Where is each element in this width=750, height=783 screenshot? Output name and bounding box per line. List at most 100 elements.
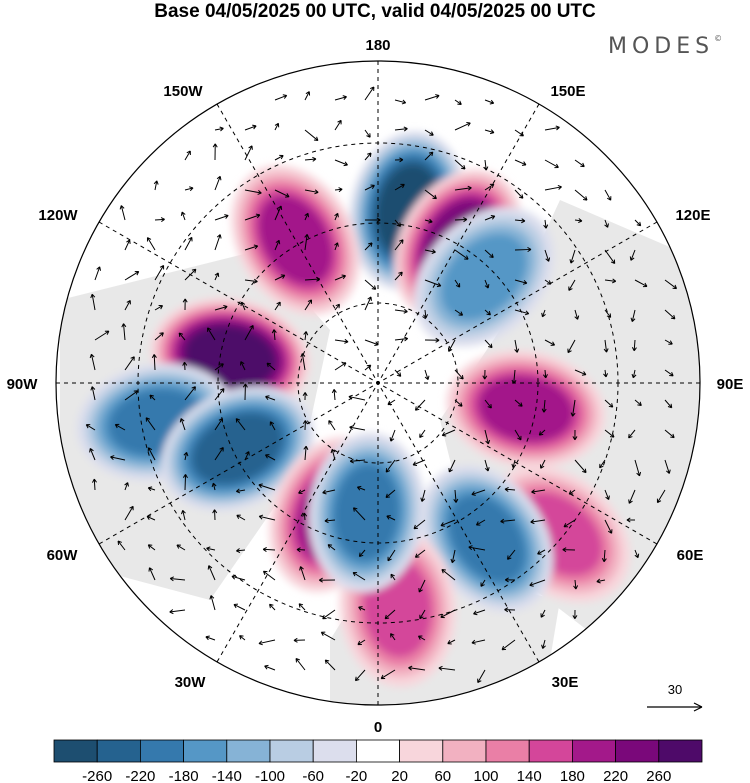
wind-arrow xyxy=(239,635,246,641)
wind-arrow xyxy=(386,515,396,521)
wind-arrow xyxy=(364,296,372,311)
wind-arrow xyxy=(364,217,381,223)
wind-arrow xyxy=(568,279,576,291)
wind-arrow xyxy=(154,305,164,311)
wind-arrow xyxy=(514,429,522,441)
wind-arrow xyxy=(484,249,494,259)
brand-logo: MODES© xyxy=(608,34,722,59)
wind-arrow xyxy=(295,657,306,671)
wind-arrow xyxy=(211,482,217,491)
wind-arrow xyxy=(299,566,306,581)
wind-arrow xyxy=(154,217,165,223)
wind-arrow xyxy=(89,448,96,461)
wind-arrow xyxy=(500,518,516,524)
wind-arrow xyxy=(94,266,102,281)
wind-arrow xyxy=(85,424,96,431)
wind-arrow xyxy=(540,609,546,618)
wind-arrow xyxy=(574,459,587,474)
colorbar-tick-label: 180 xyxy=(560,768,585,783)
wind-arrow xyxy=(124,239,131,251)
wind-arrow xyxy=(454,249,469,260)
wind-arrow xyxy=(334,95,347,101)
wind-arrow xyxy=(354,669,366,682)
reference-vector: 30 xyxy=(647,682,703,712)
wind-arrow xyxy=(531,489,546,495)
wind-arrow xyxy=(258,514,276,521)
wind-arrow xyxy=(541,639,546,649)
colorbar-swatch xyxy=(658,739,703,763)
wind-arrow xyxy=(468,545,486,551)
wind-arrow xyxy=(572,429,578,441)
wind-arrow xyxy=(334,119,342,131)
wind-arrow xyxy=(424,129,434,136)
wind-arrow xyxy=(334,187,343,193)
wind-arrow xyxy=(274,94,288,101)
wind-arrow xyxy=(212,143,218,161)
colorbar-tick-label: 220 xyxy=(603,768,628,783)
wind-arrow xyxy=(262,570,276,581)
colorbar-swatch xyxy=(96,739,141,763)
colorbar-swatch xyxy=(485,739,530,763)
wind-arrow xyxy=(117,540,126,551)
wind-arrow xyxy=(514,339,520,353)
wind-arrow xyxy=(180,211,186,221)
wind-arrow xyxy=(544,184,562,191)
wind-arrow xyxy=(629,249,636,261)
colorbar-tick-label: -140 xyxy=(212,768,242,783)
wind-arrow xyxy=(454,122,471,131)
wind-arrow xyxy=(424,189,437,200)
wind-arrow xyxy=(244,278,258,284)
wind-arrow xyxy=(542,369,548,379)
wind-arrow xyxy=(214,272,220,281)
wind-arrow xyxy=(530,519,546,525)
wind-arrow xyxy=(544,159,559,169)
wind-arrow xyxy=(274,274,286,281)
wind-arrow xyxy=(634,399,642,407)
wind-arrow xyxy=(124,299,131,311)
wind-arrow xyxy=(262,547,276,552)
wind-arrow xyxy=(424,94,440,101)
wind-arrow xyxy=(302,512,308,521)
reference-arrow-head xyxy=(693,702,703,712)
wind-arrow xyxy=(184,236,193,251)
wind-arrow xyxy=(324,518,336,524)
wind-arrow xyxy=(626,517,636,523)
lon-label-90e: 90E xyxy=(717,376,744,393)
wind-arrow xyxy=(473,609,486,616)
wind-arrow xyxy=(544,249,551,262)
colorbar-tick-label: 140 xyxy=(517,768,542,783)
wind-arrow xyxy=(447,639,456,645)
wind-arrow xyxy=(334,274,346,281)
wind-arrow xyxy=(264,664,276,671)
wind-arrow xyxy=(504,486,516,492)
wind-arrow xyxy=(628,429,636,439)
wind-arrow xyxy=(394,271,403,281)
wind-arrow xyxy=(514,159,527,166)
wind-arrow xyxy=(634,549,640,559)
wind-arrow xyxy=(124,482,129,491)
wind-arrow xyxy=(603,339,609,353)
wind-arrow xyxy=(183,451,189,461)
wind-arrow xyxy=(394,369,402,377)
wind-arrow xyxy=(327,544,336,551)
wind-arrow xyxy=(385,459,396,473)
anomaly-field xyxy=(76,131,630,687)
wind-arrow xyxy=(603,369,609,378)
wind-arrow xyxy=(258,483,276,491)
wind-arrow xyxy=(94,330,110,341)
wind-arrow xyxy=(419,609,426,620)
wind-arrow xyxy=(146,237,156,251)
wind-arrow xyxy=(244,451,250,461)
wind-arrow xyxy=(604,489,610,500)
wind-arrow xyxy=(572,609,578,620)
lon-label-60e: 60E xyxy=(677,547,704,564)
wind-arrow xyxy=(574,309,580,320)
wind-arrow xyxy=(390,573,396,581)
wind-arrow xyxy=(417,635,426,641)
copyright-mark: © xyxy=(714,34,723,43)
lon-label-30w: 30W xyxy=(175,674,207,691)
wind-arrow xyxy=(356,485,366,491)
wind-arrow xyxy=(269,421,276,431)
wind-arrow xyxy=(154,332,164,341)
